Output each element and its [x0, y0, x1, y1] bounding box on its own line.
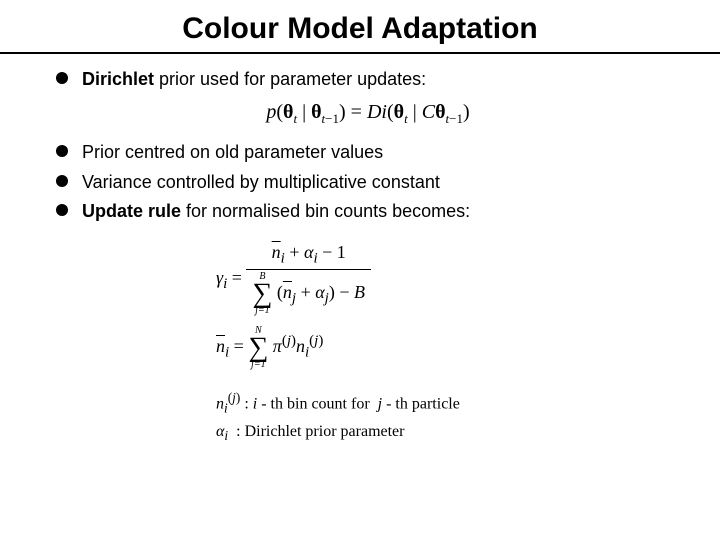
bullet-1-bold: Dirichlet — [82, 69, 154, 89]
gamma-sum-lower: j=1 — [252, 306, 272, 316]
bullet-3: Variance controlled by multiplicative co… — [56, 171, 680, 194]
bullet-1-rest: prior used for parameter updates: — [154, 69, 426, 89]
math-block: γi = ni + αi − 1 B ∑ j=1 (nj + αj) − B n… — [216, 242, 680, 444]
equation-nbar: ni = N ∑ j=1 π(j)ni(j) — [216, 326, 680, 370]
nbar-sum-lower: j=1 — [248, 360, 268, 370]
slide-title: Colour Model Adaptation — [182, 12, 538, 46]
bullet-1: Dirichlet prior used for parameter updat… — [56, 68, 680, 91]
equation-dirichlet: p(θt | θt−1) = Di(θt | Cθt−1) — [56, 101, 680, 127]
bullet-2: Prior centred on old parameter values — [56, 141, 680, 164]
title-area: Colour Model Adaptation — [0, 0, 720, 46]
equation-gamma: γi = ni + αi − 1 B ∑ j=1 (nj + αj) − B — [216, 242, 680, 317]
desc-alpha-text: Dirichlet prior parameter — [245, 423, 405, 440]
desc-ni: ni(j) : i - th bin count for j - th part… — [216, 390, 680, 417]
bullet-4: Update rule for normalised bin counts be… — [56, 200, 680, 223]
content-area: Dirichlet prior used for parameter updat… — [0, 68, 720, 444]
bullet-4-rest: for normalised bin counts becomes: — [181, 201, 470, 221]
desc-alpha: αi : Dirichlet prior parameter — [216, 423, 680, 444]
bullet-4-bold: Update rule — [82, 201, 181, 221]
title-underline — [0, 52, 720, 54]
